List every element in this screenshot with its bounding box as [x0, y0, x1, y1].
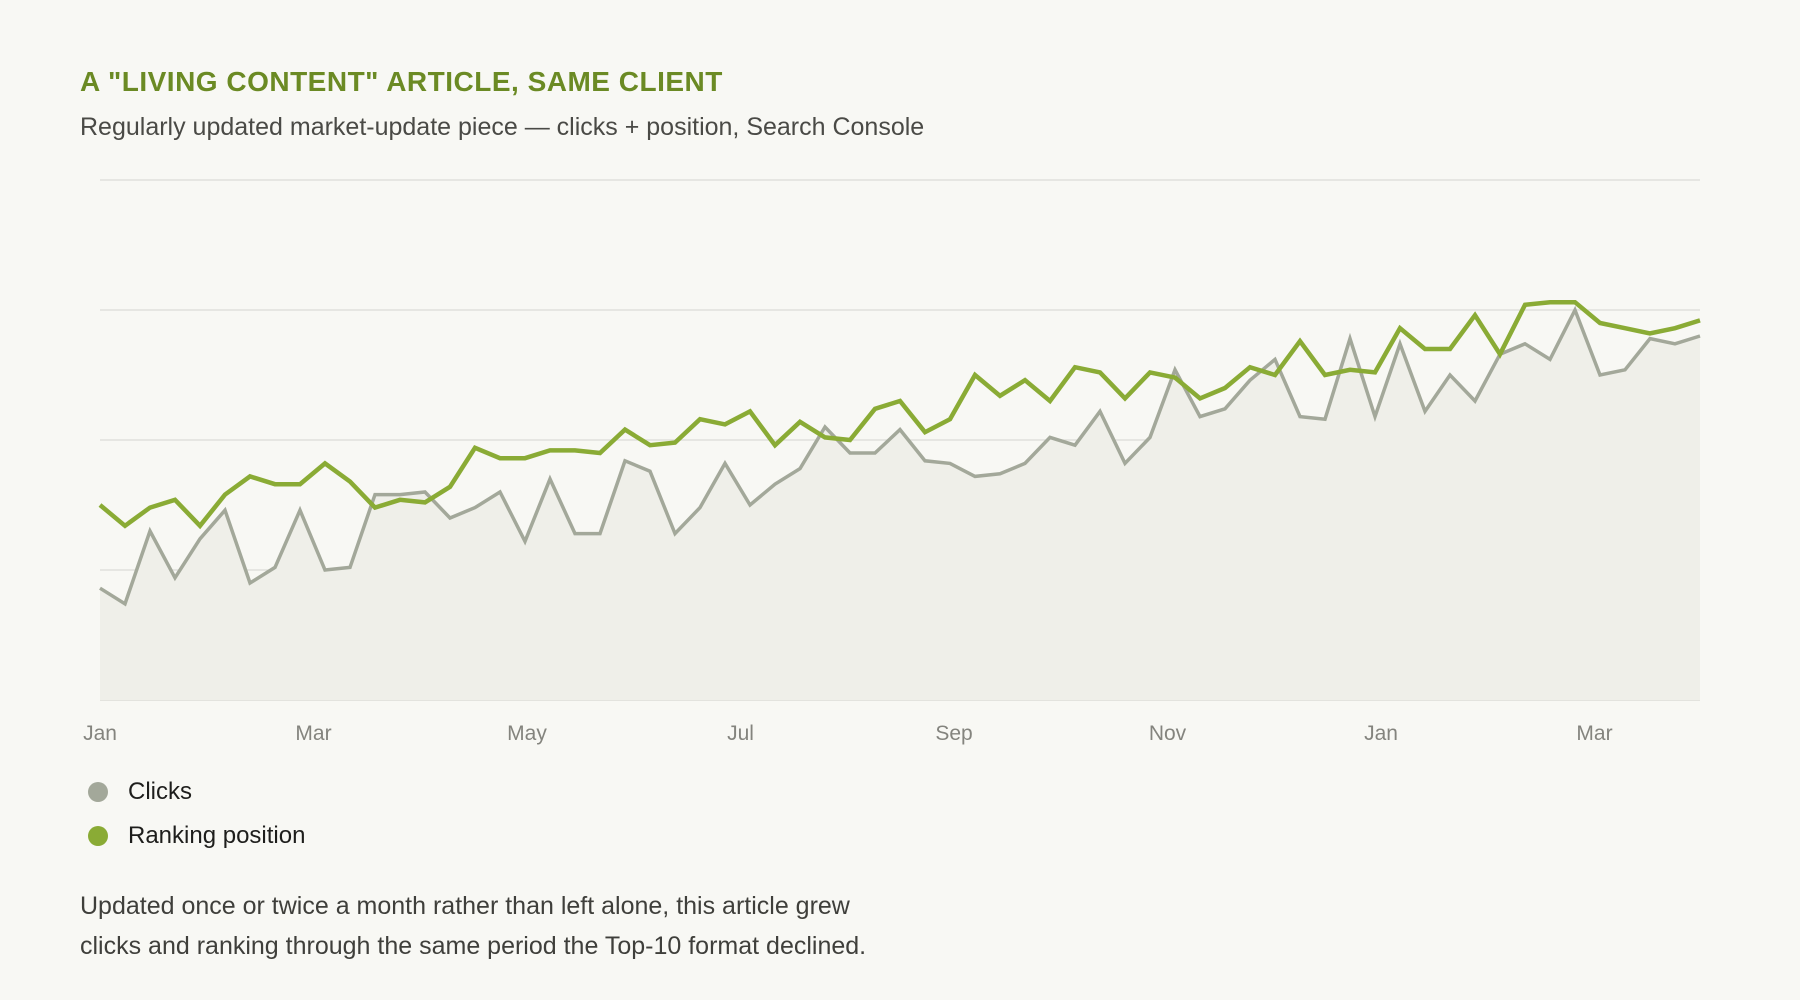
clicks-area-fill [100, 310, 1700, 700]
x-tick-label: Jan [83, 722, 117, 745]
clicks-line [99, 305, 1701, 607]
x-tick-label: Mar [1576, 722, 1612, 745]
clicks-dot-icon [88, 782, 108, 802]
x-tick-label: Mar [295, 722, 331, 745]
legend-label-ranking: Ranking position [128, 822, 306, 849]
x-tick-label: Nov [1149, 722, 1187, 745]
chart-title: A "LIVING CONTENT" ARTICLE, SAME CLIENT [80, 66, 723, 97]
x-tick-label: May [507, 722, 547, 745]
x-tick-label: Sep [935, 722, 972, 745]
ranking-dot-icon [88, 826, 108, 846]
ranking-position-line [98, 299, 1701, 530]
legend-item-clicks[interactable]: Clicks [88, 770, 305, 814]
series-lines [98, 299, 1701, 607]
chart-subtitle: Regularly updated market-update piece — … [80, 113, 925, 141]
legend-label-clicks: Clicks [128, 778, 192, 805]
legend-item-ranking[interactable]: Ranking position [88, 814, 305, 858]
footnote-line-2: clicks and ranking through the same peri… [80, 932, 867, 960]
x-tick-label: Jan [1364, 722, 1398, 745]
legend: Clicks Ranking position [88, 770, 305, 858]
x-tick-label: Jul [727, 722, 754, 745]
footnote-line-1: Updated once or twice a month rather tha… [80, 892, 850, 920]
line-chart: Jan Mar May Jul Sep Nov Jan Mar [83, 179, 1701, 745]
x-axis-ticks: Jan Mar May Jul Sep Nov Jan Mar [83, 722, 1613, 745]
chart-footnote: Updated once or twice a month rather tha… [80, 886, 980, 966]
clicks-area [100, 310, 1700, 700]
